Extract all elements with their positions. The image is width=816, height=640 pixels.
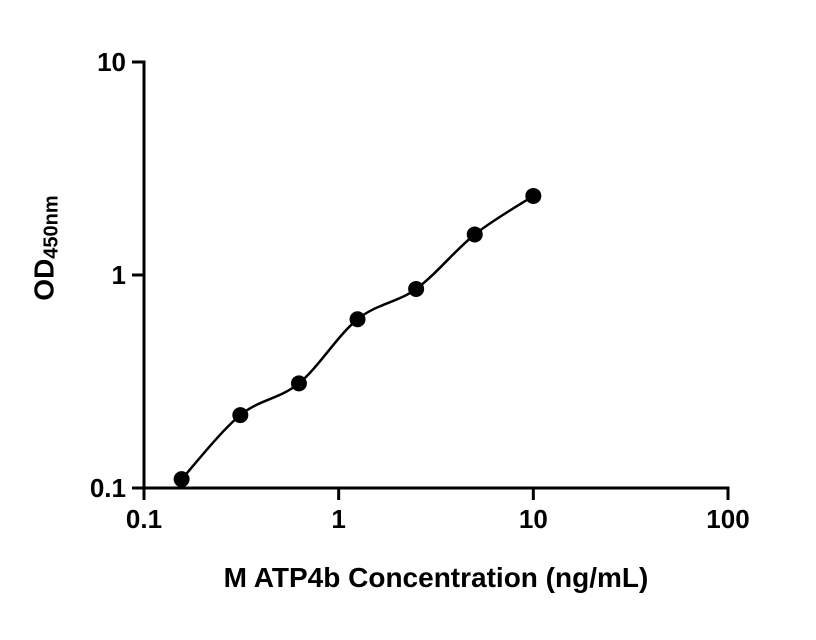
x-tick-label: 10: [519, 504, 548, 534]
y-tick-label: 1: [112, 260, 126, 290]
data-point: [290, 375, 307, 392]
data-point: [232, 407, 249, 424]
x-tick-label: 0.1: [126, 504, 162, 534]
data-point: [408, 280, 425, 297]
y-tick-label: 10: [97, 47, 126, 77]
data-point: [466, 226, 483, 243]
x-tick-label: 1: [331, 504, 345, 534]
data-point: [173, 471, 190, 488]
y-axis-label: OD450nm: [28, 195, 63, 300]
data-point: [349, 311, 366, 328]
y-axis-label-main: OD: [28, 258, 60, 301]
x-axis-label: M ATP4b Concentration (ng/mL): [223, 562, 649, 593]
y-tick-label: 0.1: [90, 473, 126, 503]
x-tick-label: 100: [706, 504, 749, 534]
data-point: [525, 187, 542, 204]
y-axis-label-subscript: 450nm: [40, 195, 63, 259]
